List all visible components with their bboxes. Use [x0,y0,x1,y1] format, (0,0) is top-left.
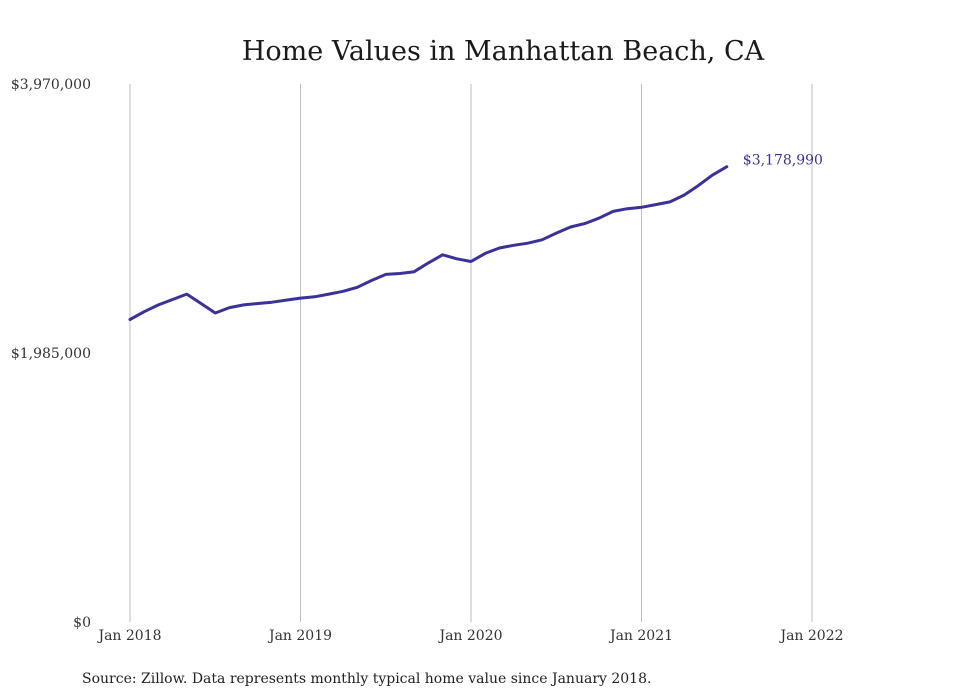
x-tick-label-2021: Jan 2021 [608,628,673,644]
x-tick-label-2020: Jan 2020 [437,628,502,644]
x-axis-ticks: Jan 2018 Jan 2019 Jan 2020 Jan 2021 Jan … [96,628,843,644]
end-value-label: $3,178,990 [743,153,823,169]
chart-title: Home Values in Manhattan Beach, CA [242,36,765,67]
gridlines [129,84,813,622]
x-tick-label-2019: Jan 2019 [267,628,332,644]
x-tick-label-2022: Jan 2022 [778,628,843,644]
y-tick-label-bottom: $0 [73,615,91,631]
y-tick-label-top: $3,970,000 [11,77,91,93]
y-tick-label-middle: $1,985,000 [11,346,91,362]
series-line [128,165,729,321]
x-tick-label-2018: Jan 2018 [96,628,161,644]
source-note: Source: Zillow. Data represents monthly … [82,671,651,687]
